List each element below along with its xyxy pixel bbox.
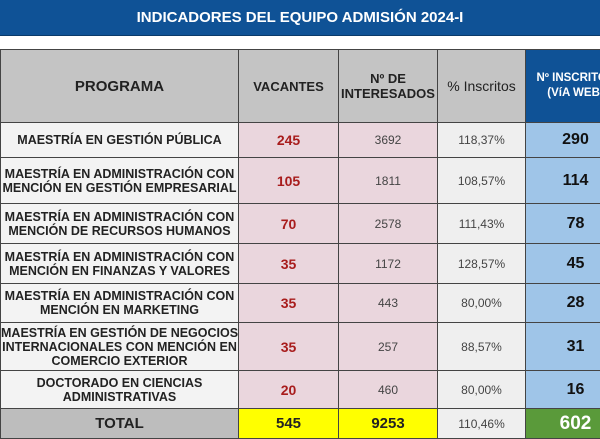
header-interesados: Nº DE INTERESADOS xyxy=(338,49,438,123)
table-row: DOCTORADO EN CIENCIAS ADMINISTRATIVAS 20 46… xyxy=(0,370,600,409)
program-name: MAESTRÍA EN GESTIÓN DE NEGOCIOS INTERNACI… xyxy=(0,322,239,371)
vacantes-cell: 245 xyxy=(238,122,339,158)
table-row: MAESTRÍA EN ADMINISTRACIÓN CON MENCIÓN EN… xyxy=(0,157,600,204)
inscritos-web-cell: 290 xyxy=(525,122,600,158)
vacantes-cell: 35 xyxy=(238,322,339,371)
inscritos-web-cell: 16 xyxy=(525,370,600,409)
total-vacantes: 545 xyxy=(238,408,339,439)
vacantes-cell: 20 xyxy=(238,370,339,409)
pct-inscritos-cell: 118,37% xyxy=(437,122,526,158)
header-vacantes: VACANTES xyxy=(238,49,339,123)
header-programa: PROGRAMA xyxy=(0,49,239,123)
pct-inscritos-cell: 128,57% xyxy=(437,243,526,284)
program-name: MAESTRÍA EN ADMINISTRACIÓN CON MENCIÓN DE… xyxy=(0,203,239,244)
table-row: MAESTRÍA EN ADMINISTRACIÓN CON MENCIÓN EN… xyxy=(0,243,600,284)
program-name: MAESTRÍA EN ADMINISTRACIÓN CON MENCIÓN EN… xyxy=(0,283,239,323)
vacantes-cell: 35 xyxy=(238,243,339,284)
inscritos-web-cell: 31 xyxy=(525,322,600,371)
interesados-cell: 443 xyxy=(338,283,438,323)
header-inscritos-web: Nº INSCRITOS(VíA WEB) xyxy=(525,49,600,123)
interesados-cell: 460 xyxy=(338,370,438,409)
indicators-table: PROGRAMA VACANTES Nº DE INTERESADOS % In… xyxy=(0,49,600,439)
vacantes-cell: 105 xyxy=(238,157,339,204)
table-row: MAESTRÍA EN GESTIÓN PÚBLICA 245 3692 118,37… xyxy=(0,122,600,158)
vacantes-cell: 35 xyxy=(238,283,339,323)
inscritos-web-cell: 78 xyxy=(525,203,600,244)
program-name: DOCTORADO EN CIENCIAS ADMINISTRATIVAS xyxy=(0,370,239,409)
pct-inscritos-cell: 80,00% xyxy=(437,283,526,323)
program-name: MAESTRÍA EN GESTIÓN PÚBLICA xyxy=(0,122,239,158)
total-label: TOTAL xyxy=(0,408,239,439)
header-row: PROGRAMA VACANTES Nº DE INTERESADOS % In… xyxy=(0,49,600,123)
table-row: MAESTRÍA EN ADMINISTRACIÓN CON MENCIÓN EN… xyxy=(0,283,600,323)
interesados-cell: 1172 xyxy=(338,243,438,284)
table-row: MAESTRÍA EN GESTIÓN DE NEGOCIOS INTERNACI… xyxy=(0,322,600,371)
inscritos-web-cell: 28 xyxy=(525,283,600,323)
interesados-cell: 257 xyxy=(338,322,438,371)
inscritos-web-cell: 114 xyxy=(525,157,600,204)
program-name: MAESTRÍA EN ADMINISTRACIÓN CON MENCIÓN EN… xyxy=(0,243,239,284)
interesados-cell: 1811 xyxy=(338,157,438,204)
total-interesados: 9253 xyxy=(338,408,438,439)
total-pct: 110,46% xyxy=(437,408,526,439)
pct-inscritos-cell: 88,57% xyxy=(437,322,526,371)
pct-inscritos-cell: 108,57% xyxy=(437,157,526,204)
table-row: MAESTRÍA EN ADMINISTRACIÓN CON MENCIÓN DE… xyxy=(0,203,600,244)
header-inscritos-web-label: Nº INSCRITOS(VíA WEB) xyxy=(536,72,600,99)
inscritos-web-cell: 45 xyxy=(525,243,600,284)
total-inscritos: 602 xyxy=(525,408,600,439)
program-name: MAESTRÍA EN ADMINISTRACIÓN CON MENCIÓN EN… xyxy=(0,157,239,204)
interesados-cell: 2578 xyxy=(338,203,438,244)
header-pct-inscritos: % Inscritos xyxy=(437,49,526,123)
interesados-cell: 3692 xyxy=(338,122,438,158)
total-row: TOTAL 545 9253 110,46% 602 xyxy=(0,408,600,439)
vacantes-cell: 70 xyxy=(238,203,339,244)
report-title: INDICADORES DEL EQUIPO ADMISIÓN 2024-I xyxy=(0,0,600,36)
pct-inscritos-cell: 111,43% xyxy=(437,203,526,244)
pct-inscritos-cell: 80,00% xyxy=(437,370,526,409)
